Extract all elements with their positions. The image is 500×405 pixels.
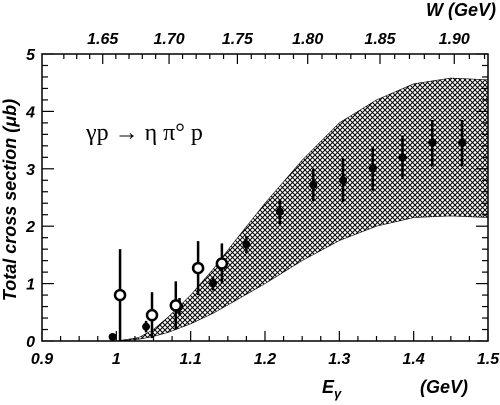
- filled-data-point: [142, 322, 151, 331]
- open-data-point: [113, 288, 127, 302]
- open-data-point: [145, 308, 159, 322]
- filled-data-point: [368, 164, 377, 173]
- x-tick-label: 1: [112, 351, 121, 368]
- x-tick-label: 1.1: [180, 351, 202, 368]
- filled-data-point: [428, 138, 437, 147]
- x-axis-unit: (GeV): [420, 377, 468, 397]
- x-tick-label: 1.2: [254, 351, 276, 368]
- top-tick-label: 1.85: [364, 31, 396, 48]
- x-tick-label: 1.4: [403, 351, 425, 368]
- top-axis-title: W (GeV): [426, 0, 496, 20]
- y-tick-label: 3: [26, 162, 35, 179]
- x-axis-title: Eγ: [322, 377, 342, 401]
- y-tick-label: 4: [25, 104, 35, 121]
- x-tick-label: 1.3: [328, 351, 350, 368]
- top-tick-label: 1.70: [153, 31, 184, 48]
- filled-data-point: [208, 279, 217, 288]
- tick-labels-layer: 0.9 1 1.1 1.2 1.3 1.4 1.5 0 1 2 3 4 5 1.65 1.70 1.75 1.8…: [25, 31, 500, 368]
- top-tick-label: 1.75: [222, 31, 254, 48]
- y-tick-label: 1: [26, 277, 35, 294]
- top-tick-label: 1.65: [87, 31, 119, 48]
- open-data-point: [215, 257, 229, 270]
- filled-data-point: [457, 138, 466, 147]
- reaction-label: γp → η π° p: [85, 120, 203, 146]
- axis-ticks-layer: [41, 53, 489, 342]
- y-tick-label: 0: [26, 334, 35, 351]
- filled-data-point: [242, 240, 251, 249]
- open-data-point: [191, 261, 205, 275]
- open-data-point: [169, 299, 183, 312]
- x-tick-label: 1.5: [477, 351, 500, 368]
- y-axis-title: Total cross section (μb): [0, 99, 20, 301]
- filled-data-point: [275, 207, 284, 216]
- x-axis-title-sub: γ: [334, 386, 342, 401]
- x-axis-title-main: E: [322, 377, 335, 397]
- filled-data-point: [309, 180, 318, 189]
- top-tick-label: 1.90: [439, 31, 470, 48]
- filled-data-point: [398, 153, 407, 162]
- y-tick-label: 2: [25, 219, 35, 236]
- data-points-layer: [108, 120, 466, 341]
- filled-data-point: [108, 332, 117, 341]
- top-tick-label: 1.80: [292, 31, 323, 48]
- filled-data-point: [339, 176, 348, 185]
- y-tick-label: 5: [26, 47, 36, 64]
- x-tick-label: 0.9: [31, 351, 53, 368]
